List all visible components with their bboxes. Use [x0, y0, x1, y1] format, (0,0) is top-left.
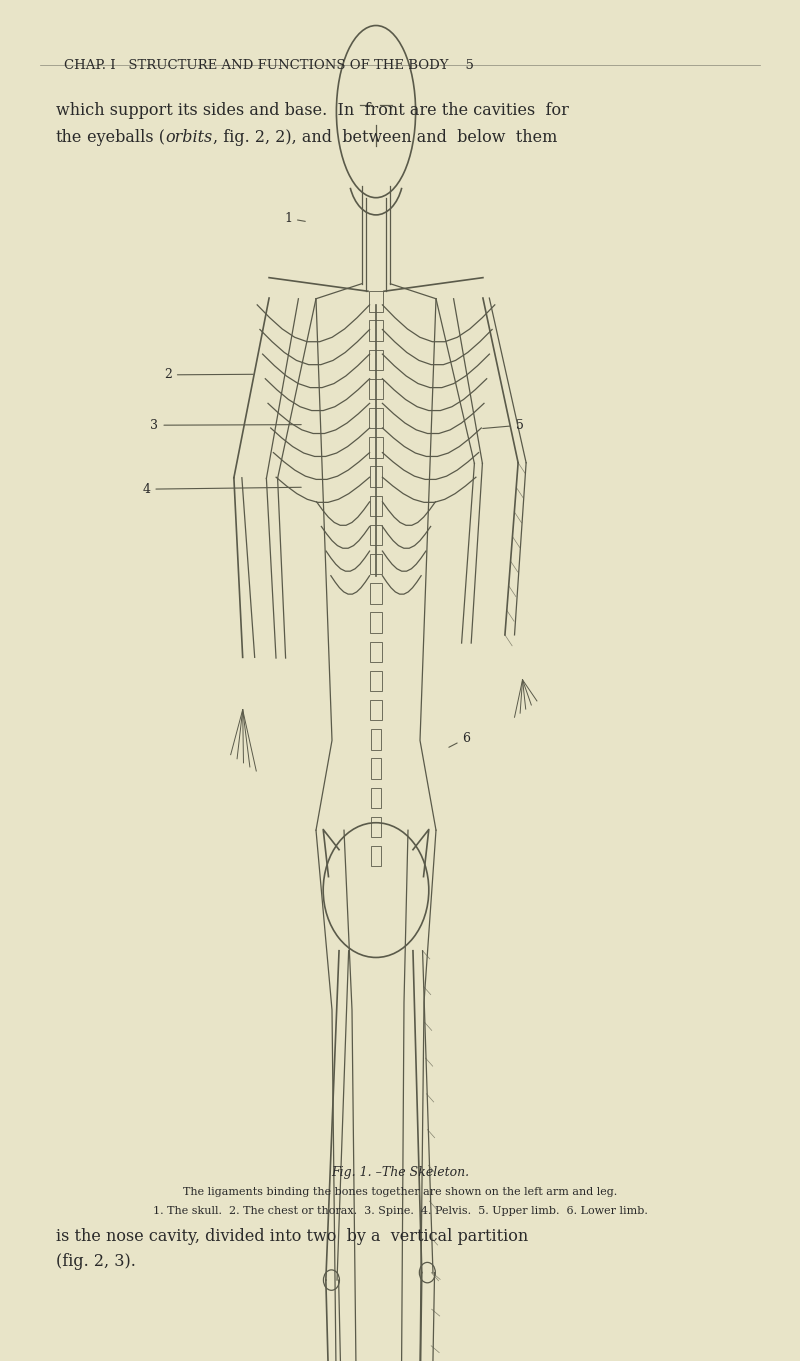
Bar — [370, 583, 382, 604]
Bar — [371, 788, 381, 808]
Bar — [370, 671, 382, 691]
Text: 5: 5 — [482, 419, 524, 431]
Bar — [370, 612, 382, 633]
Bar — [370, 525, 382, 546]
Text: 3: 3 — [150, 419, 302, 431]
Bar — [369, 378, 383, 399]
Text: which support its sides and base.  In  front are the cavities  for: which support its sides and base. In fro… — [56, 102, 569, 118]
Bar — [370, 467, 382, 487]
Text: , fig. 2, 2), and  between and  below  them: , fig. 2, 2), and between and below them — [213, 129, 557, 146]
Bar — [370, 700, 382, 720]
Bar — [369, 291, 383, 312]
Bar — [370, 495, 382, 516]
Bar — [371, 817, 381, 837]
Text: Fig. 1. –The Skeleton.: Fig. 1. –The Skeleton. — [331, 1166, 469, 1180]
Text: 2: 2 — [164, 369, 254, 381]
Bar — [370, 437, 382, 457]
Bar — [371, 847, 381, 867]
Text: 6: 6 — [449, 732, 470, 747]
Bar — [370, 408, 382, 429]
Bar — [370, 729, 382, 750]
Text: is the nose cavity, divided into two  by a  vertical partition: is the nose cavity, divided into two by … — [56, 1228, 528, 1244]
Text: The ligaments binding the bones together are shown on the left arm and leg.: The ligaments binding the bones together… — [183, 1187, 617, 1196]
Text: 1: 1 — [284, 212, 306, 225]
Text: orbits: orbits — [166, 129, 213, 146]
Text: 4: 4 — [142, 483, 302, 495]
Text: eyeballs (: eyeballs ( — [82, 129, 166, 146]
Bar — [369, 320, 383, 340]
Text: (fig. 2, 3).: (fig. 2, 3). — [56, 1253, 136, 1270]
Text: 1. The skull.  2. The chest or thorax.  3. Spine.  4. Pelvis.  5. Upper limb.  6: 1. The skull. 2. The chest or thorax. 3.… — [153, 1206, 647, 1215]
Bar — [370, 641, 382, 661]
Bar — [370, 758, 382, 778]
Text: the: the — [56, 129, 82, 146]
Bar — [369, 350, 383, 370]
Bar — [370, 554, 382, 574]
Text: CHAP. I   STRUCTURE AND FUNCTIONS OF THE BODY    5: CHAP. I STRUCTURE AND FUNCTIONS OF THE B… — [64, 59, 474, 72]
